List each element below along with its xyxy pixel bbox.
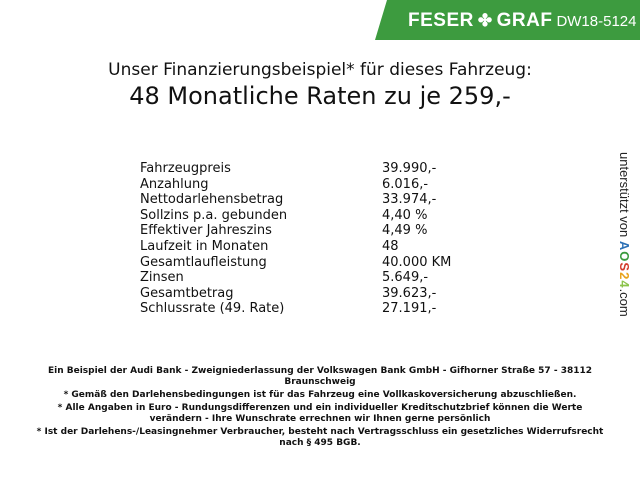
aos24-logo: AOS24: [617, 240, 632, 289]
sponsor-credit: unterstützt von AOS24.com: [617, 152, 632, 317]
table-row: Anzahlung 6.016,-: [140, 177, 460, 193]
dealer-logo: FESER ✤ GRAF DW18-5124: [408, 10, 636, 32]
row-value: 27.191,-: [382, 301, 437, 317]
table-row: Gesamtlaufleistung 40.000 KM: [140, 255, 460, 271]
row-label: Nettodarlehensbetrag: [140, 192, 284, 208]
row-value: 4,40 %: [382, 207, 428, 223]
disclaimer-line: * Ist der Darlehens-/Leasingnehmer Verbr…: [36, 427, 604, 448]
disclaimer-line: * Alle Angaben in Euro - Rundungsdiffere…: [57, 403, 583, 424]
table-row: Sollzins p.a. gebunden 4,40 %: [140, 208, 460, 224]
row-value: 40.000 KM: [382, 254, 452, 270]
brand-left: FESER: [408, 10, 474, 31]
clover-icon: ✤: [477, 11, 493, 30]
finance-table: Fahrzeugpreis 39.990,- Anzahlung 6.016,- Net…: [140, 161, 460, 317]
disclaimer-line: * Gemäß den Darlehensbedingungen ist für…: [63, 390, 577, 400]
row-label: Zinsen: [140, 270, 184, 286]
row-value: 39.990,-: [382, 161, 437, 176]
row-label: Gesamtlaufleistung: [140, 254, 267, 270]
row-value: 39.623,-: [382, 285, 437, 301]
vehicle-code: DW18-5124: [556, 13, 637, 30]
table-row: Fahrzeugpreis 39.990,-: [140, 161, 460, 177]
table-row: Schlussrate (49. Rate) 27.191,-: [140, 301, 460, 317]
table-row: Nettodarlehensbetrag 33.974,-: [140, 192, 460, 208]
row-value: 33.974,-: [382, 192, 437, 208]
title-line1: Unser Finanzierungsbeispiel* für dieses …: [108, 60, 532, 80]
table-row: Effektiver Jahreszins 4,49 %: [140, 223, 460, 239]
table-row: Zinsen 5.649,-: [140, 270, 460, 286]
row-label: Laufzeit in Monaten: [140, 238, 269, 254]
row-label: Sollzins p.a. gebunden: [140, 207, 288, 223]
row-label: Anzahlung: [140, 176, 209, 192]
row-value: 5.649,-: [382, 270, 429, 286]
header-banner: [375, 0, 640, 40]
table-row: Gesamtbetrag 39.623,-: [140, 286, 460, 302]
row-value: 4,49 %: [382, 223, 428, 239]
brand-right: GRAF: [496, 10, 553, 31]
disclaimer-line: Ein Beispiel der Audi Bank - Zweignieder…: [47, 366, 593, 387]
row-label: Fahrzeugpreis: [140, 161, 231, 176]
title-line2: 48 Monatliche Raten zu je 259,-: [129, 82, 511, 110]
row-label: Schlussrate (49. Rate): [140, 301, 285, 317]
row-value: 48: [382, 238, 399, 254]
sponsor-suffix: .com: [617, 288, 632, 317]
row-value: 6.016,-: [382, 176, 429, 192]
disclaimer: Ein Beispiel der Audi Bank - Zweignieder…: [30, 366, 610, 451]
row-label: Effektiver Jahreszins: [140, 223, 272, 239]
sponsor-prefix: unterstützt von: [617, 152, 632, 238]
table-row: Laufzeit in Monaten 48: [140, 239, 460, 255]
row-label: Gesamtbetrag: [140, 285, 234, 301]
